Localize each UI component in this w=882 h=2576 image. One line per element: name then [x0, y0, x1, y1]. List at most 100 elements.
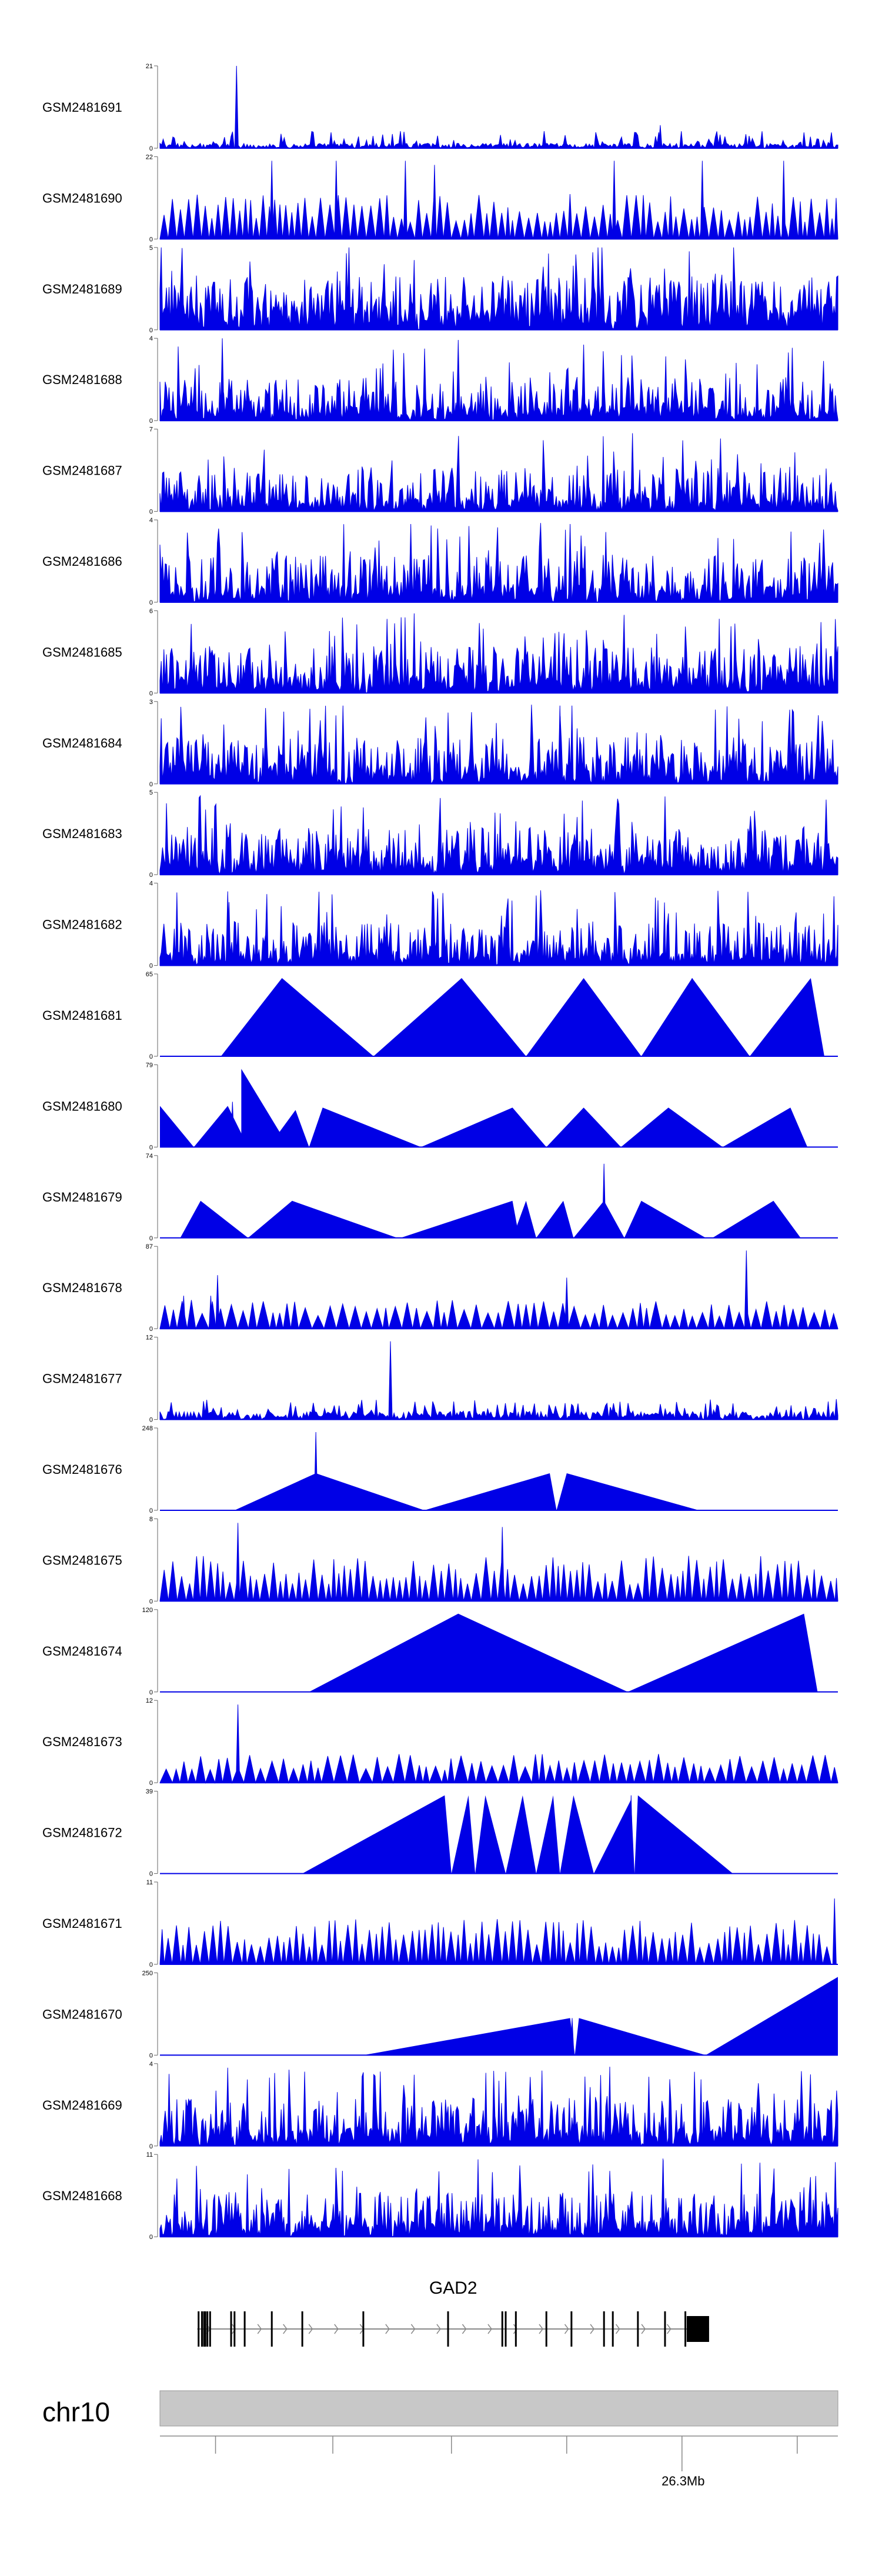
- gene-label-gad2: GAD2: [429, 2278, 477, 2298]
- track-label: GSM2481681: [42, 1008, 122, 1023]
- signal-peak: [268, 1110, 309, 1147]
- strand-arrow-icon: [232, 2324, 236, 2334]
- signal-area: [159, 2159, 838, 2238]
- signal-spike: [661, 2158, 666, 2237]
- track-label: GSM2481677: [42, 1372, 122, 1386]
- signal-spike: [500, 1527, 505, 1601]
- signal-peak: [627, 1613, 818, 1692]
- chromosome-ideogram-bar: [159, 2390, 838, 2427]
- signal-area: [159, 193, 838, 239]
- y-tick-label-max: 65: [146, 971, 153, 978]
- track-label: GSM2481685: [42, 645, 122, 659]
- y-tick-label-min: 0: [149, 236, 153, 243]
- track-label: GSM2481669: [42, 2098, 122, 2113]
- signal-spike: [629, 1795, 633, 1874]
- genome-axis-ticks: [160, 2435, 838, 2471]
- signal-area: [159, 1300, 838, 1330]
- signal-spike: [313, 1432, 318, 1511]
- track-label: GSM2481670: [42, 2007, 122, 2021]
- signal-spike: [564, 1277, 569, 1329]
- y-tick-label-min: 0: [149, 145, 153, 152]
- signal-peak: [536, 1795, 560, 1874]
- signal-spike: [220, 338, 225, 421]
- y-tick-label-max: 7: [149, 426, 153, 433]
- gene-exon: [198, 2311, 200, 2347]
- signal-peak: [593, 1799, 635, 1874]
- signal-peak: [241, 1069, 289, 1147]
- signal-spike: [340, 705, 345, 785]
- signal-spike: [832, 1898, 837, 1965]
- chromosome-label: chr10: [42, 2397, 110, 2427]
- gene-exon: [209, 2311, 211, 2347]
- y-tick-label-max: 4: [149, 2061, 153, 2068]
- signal-peak: [309, 1613, 628, 1692]
- signal-spike: [757, 2163, 762, 2237]
- signal-peak: [526, 978, 642, 1056]
- track-gsm2481670: GSM2481670 250 0: [42, 1970, 838, 2059]
- signal-spike: [432, 165, 437, 239]
- signal-peak: [373, 978, 526, 1056]
- y-tick-label-max: 8: [149, 1516, 153, 1523]
- signal-area: [159, 1919, 838, 1965]
- y-tick-label-min: 0: [149, 963, 153, 970]
- gene-exon: [204, 2311, 206, 2347]
- chromosome-axis-track: chr10 26.3Mb: [42, 2390, 838, 2488]
- signal-spike: [781, 161, 786, 239]
- y-tick-label-max: 39: [146, 1788, 153, 1796]
- signal-peak: [475, 1795, 506, 1874]
- signal-peak: [363, 2018, 575, 2056]
- y-tick-label-min: 0: [149, 1053, 153, 1060]
- signal-spike: [225, 2067, 230, 2147]
- signal-area: [159, 436, 838, 512]
- signal-spike: [402, 131, 406, 149]
- strand-arrow-icon: [283, 2324, 288, 2334]
- y-tick-label-min: 0: [149, 1598, 153, 1605]
- strand-arrow-icon: [257, 2324, 262, 2334]
- y-tick-label-min: 0: [149, 418, 153, 425]
- signal-spike: [456, 339, 460, 421]
- signal-peak: [546, 1107, 622, 1147]
- track-label: GSM2481691: [42, 100, 122, 115]
- track-label: GSM2481675: [42, 1553, 122, 1567]
- track-gsm2481689: GSM2481689 5 0: [42, 245, 838, 334]
- track-gsm2481679: GSM2481679 74 0: [42, 1153, 838, 1242]
- signal-spike: [215, 1275, 220, 1329]
- signal-spike: [225, 891, 230, 966]
- track-gsm2481690: GSM2481690 22 0: [42, 154, 838, 243]
- strand-arrow-icon: [385, 2324, 390, 2334]
- y-tick-label-min: 0: [149, 1326, 153, 1333]
- y-tick-label-max: 74: [146, 1153, 153, 1160]
- y-tick-label-min: 0: [149, 1144, 153, 1151]
- strand-arrow-icon: [410, 2324, 416, 2334]
- signal-peak: [621, 1107, 723, 1147]
- signal-spike: [181, 1296, 186, 1329]
- track-gsm2481691: GSM2481691 21 0: [42, 63, 838, 152]
- gene-exon: [603, 2311, 605, 2347]
- signal-spike: [388, 1341, 393, 1420]
- track-gsm2481669: GSM2481669 4 0: [42, 2061, 838, 2150]
- signal-spike: [744, 1250, 749, 1329]
- y-tick-label-min: 0: [149, 2143, 153, 2150]
- y-tick-label-max: 12: [146, 1334, 153, 1342]
- gene-exon: [514, 2311, 517, 2347]
- track-gsm2481683: GSM2481683 5 0: [42, 789, 838, 879]
- gene-utr-block: [686, 2316, 709, 2342]
- track-gsm2481680: GSM2481680 79 0: [42, 1062, 838, 1151]
- strand-arrow-icon: [513, 2324, 518, 2334]
- signal-peak: [574, 2018, 706, 2056]
- track-label: GSM2481684: [42, 736, 122, 750]
- track-label: GSM2481680: [42, 1099, 122, 1113]
- signal-area: [159, 131, 838, 149]
- track-gsm2481676: GSM2481676 248 0: [42, 1425, 838, 1514]
- track-label: GSM2481682: [42, 917, 122, 932]
- signal-spike: [557, 705, 562, 785]
- signal-area: [159, 523, 838, 603]
- y-tick-label-min: 0: [149, 690, 153, 697]
- signal-peak: [641, 978, 750, 1056]
- y-tick-label-max: 5: [149, 789, 153, 796]
- y-tick-label-max: 79: [146, 1062, 153, 1069]
- genome-coordinate-label: 26.3Mb: [662, 2474, 704, 2488]
- y-tick-label-min: 0: [149, 781, 153, 788]
